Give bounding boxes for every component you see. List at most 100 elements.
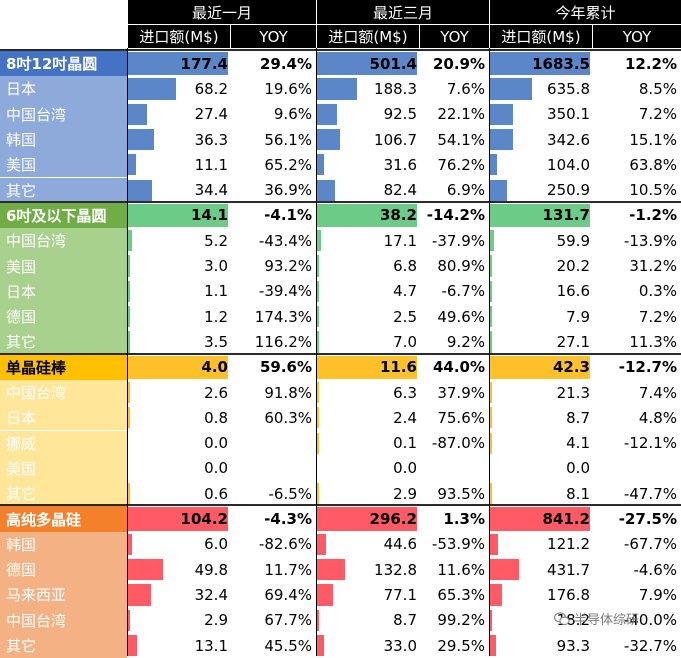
header-corner xyxy=(0,0,127,48)
import-value: 3.5 xyxy=(204,332,228,351)
value-bar xyxy=(317,634,324,657)
yoy-value: 54.1% xyxy=(437,130,485,149)
value-bar xyxy=(128,533,133,555)
value-bar xyxy=(317,78,357,100)
import-value: 250.9 xyxy=(547,181,590,200)
total-value: 38.2 xyxy=(379,206,417,225)
import-value: 59.9 xyxy=(556,231,590,250)
import-value: 2.5 xyxy=(393,307,417,326)
value-bar xyxy=(128,78,176,100)
total-value: 104.2 xyxy=(180,510,228,529)
total-value: 14.1 xyxy=(190,206,228,225)
row-label: 中国台湾 xyxy=(0,379,127,406)
value-bar xyxy=(317,483,319,505)
value-bar xyxy=(317,179,335,201)
import-value: 4.1 xyxy=(566,434,590,453)
import-value: 36.3 xyxy=(194,130,228,149)
section-title: 6吋及以下晶圆 xyxy=(0,202,127,229)
section-divider xyxy=(0,504,681,507)
yoy-value: 67.7% xyxy=(264,611,312,630)
yoy-value: 80.9% xyxy=(437,257,485,276)
import-value: 32.4 xyxy=(194,585,228,604)
row-label: 其它 xyxy=(0,329,127,355)
import-value: 0.0 xyxy=(204,459,228,478)
header-yoy-ytd: YOY xyxy=(593,25,681,48)
section-title: 高纯多晶硅 xyxy=(0,506,127,532)
yoy-value: -40.0% xyxy=(623,611,677,630)
value-bar xyxy=(490,483,492,505)
import-value: 342.6 xyxy=(547,130,590,149)
row-label: 日本 xyxy=(0,76,127,102)
value-bar xyxy=(490,381,492,404)
yoy-value: 91.8% xyxy=(264,383,312,402)
value-bar xyxy=(128,179,153,201)
value-bar xyxy=(317,103,337,125)
import-value: 0.0 xyxy=(566,459,590,478)
total-yoy: -1.2% xyxy=(629,206,677,225)
value-bar xyxy=(317,533,327,555)
total-yoy: 1.3% xyxy=(443,510,485,529)
header-value-3m: 进口额(M$) xyxy=(317,25,419,48)
yoy-value: 7.4% xyxy=(638,383,677,402)
import-value: 92.5 xyxy=(383,105,417,124)
import-value: 44.6 xyxy=(383,535,417,554)
header-value-1m: 进口额(M$) xyxy=(128,25,230,48)
import-value: 93.3 xyxy=(556,636,590,655)
value-bar xyxy=(317,154,324,176)
import-value: 8.7 xyxy=(393,611,417,630)
yoy-value xyxy=(231,456,316,481)
import-value: 82.4 xyxy=(383,181,417,200)
value-bar xyxy=(490,634,497,657)
yoy-value: 11.6% xyxy=(437,560,485,579)
yoy-value xyxy=(231,431,316,456)
value-bar xyxy=(490,78,532,100)
import-value: 31.6 xyxy=(383,155,417,174)
import-value: 121.2 xyxy=(547,535,590,554)
import-value: 6.3 xyxy=(393,383,417,402)
yoy-value: -13.9% xyxy=(623,231,677,250)
row-label: 日本 xyxy=(0,405,127,431)
yoy-value: 65.2% xyxy=(264,155,312,174)
yoy-value: -39.4% xyxy=(258,282,312,301)
yoy-value: -6.5% xyxy=(268,484,312,503)
total-bar xyxy=(317,52,417,76)
import-value: 34.4 xyxy=(194,181,228,200)
value-bar xyxy=(128,103,148,125)
header-group-ytd: 今年累计 xyxy=(490,0,681,24)
row-label: 韩国 xyxy=(0,126,127,153)
import-value: 8.1 xyxy=(566,484,590,503)
section-divider xyxy=(0,49,681,51)
total-value: 42.3 xyxy=(552,358,590,377)
value-bar xyxy=(490,255,492,277)
import-value: 17.1 xyxy=(383,231,417,250)
header-group-1m: 最近一月 xyxy=(128,0,316,24)
value-bar xyxy=(317,230,321,252)
yoy-value: 22.1% xyxy=(437,105,485,124)
total-bar xyxy=(128,507,228,531)
import-value: 6.0 xyxy=(204,535,228,554)
value-bar xyxy=(317,432,319,454)
import-value: 431.7 xyxy=(547,560,590,579)
value-bar xyxy=(128,584,151,606)
yoy-value: 65.3% xyxy=(437,585,485,604)
import-value: 7.9 xyxy=(566,307,590,326)
yoy-value: 9.6% xyxy=(273,105,312,124)
value-bar xyxy=(490,103,514,125)
row-label: 韩国 xyxy=(0,531,127,557)
total-bar xyxy=(490,355,590,379)
yoy-value: -6.7% xyxy=(441,282,485,301)
total-bar xyxy=(317,355,417,379)
total-bar xyxy=(317,203,417,228)
import-value: 27.4 xyxy=(194,105,228,124)
yoy-value: 6.9% xyxy=(446,181,485,200)
yoy-value: 69.4% xyxy=(264,585,312,604)
value-bar xyxy=(490,128,513,151)
row-label: 德国 xyxy=(0,557,127,583)
import-value: 13.1 xyxy=(194,636,228,655)
total-value: 4.0 xyxy=(201,358,228,377)
value-bar xyxy=(128,407,130,429)
value-bar xyxy=(490,280,492,302)
row-label: 美国 xyxy=(0,455,127,482)
value-bar xyxy=(317,584,334,606)
